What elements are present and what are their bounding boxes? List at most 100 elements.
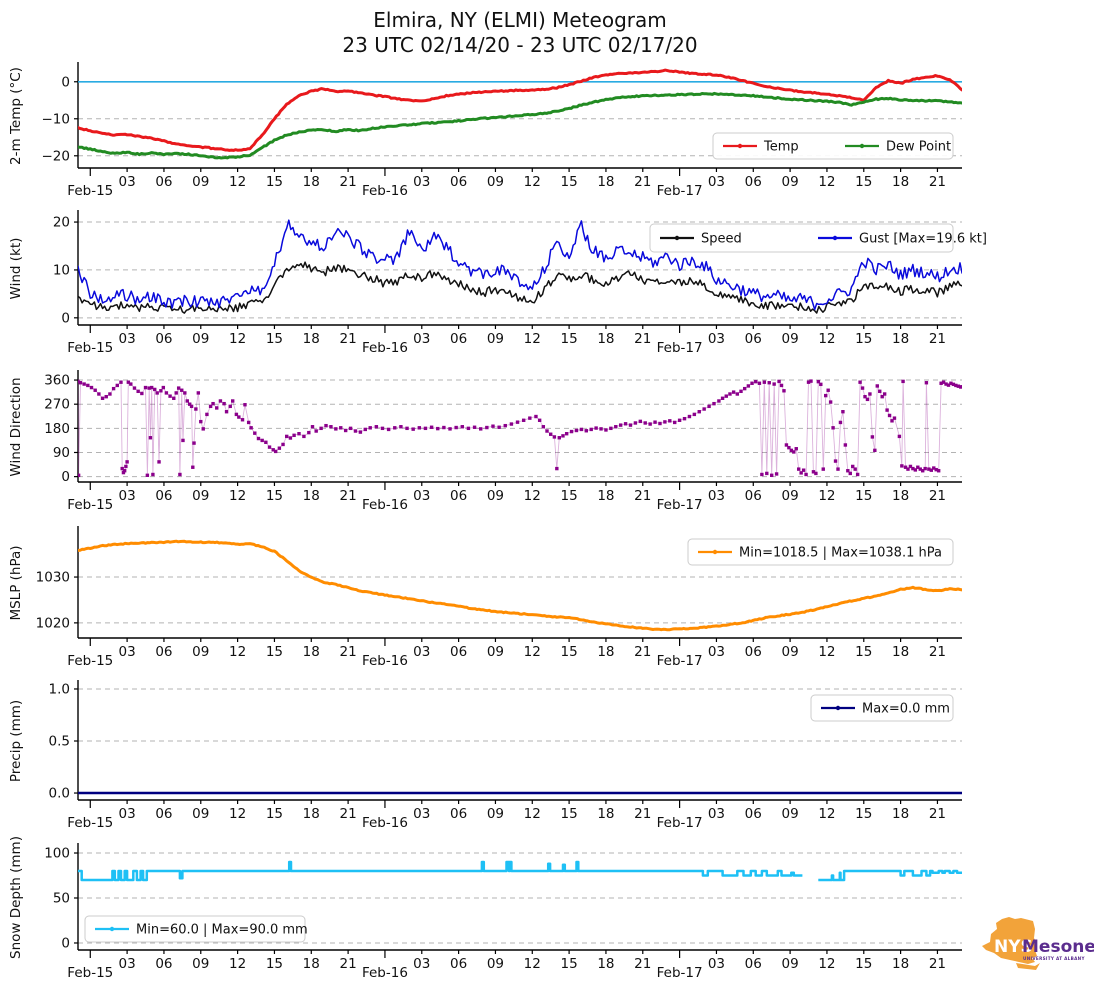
x-tick-label: 12 xyxy=(524,806,541,822)
x-tick-label: 18 xyxy=(303,488,320,504)
x-tick-label: Feb-17 xyxy=(657,653,703,669)
x-tick-label: 15 xyxy=(855,488,872,504)
x-tick-label: 06 xyxy=(155,331,172,347)
y-tick-label: −20 xyxy=(42,148,71,164)
legend-label: Max=0.0 mm xyxy=(862,702,950,717)
x-tick-label: 06 xyxy=(450,644,467,660)
x-tick-label: 12 xyxy=(818,331,835,347)
x-tick-label: 12 xyxy=(818,174,835,190)
panel-mslp: 1020 1030 Feb-15 03 06 09 12 15 18 21 Feb-16 03 06 09… xyxy=(8,526,962,669)
x-tick-label: 21 xyxy=(340,644,357,660)
legend-precip: Max=0.0 mm xyxy=(810,694,954,722)
x-tick-label: Feb-15 xyxy=(67,815,113,831)
x-tick-label: Feb-16 xyxy=(362,183,408,199)
x-tick-label: 15 xyxy=(266,644,283,660)
x-tick-label: 15 xyxy=(266,174,283,190)
y-tick-label: 0 xyxy=(61,310,70,326)
x-tick-label: Feb-17 xyxy=(657,965,703,981)
x-tick-label: 09 xyxy=(192,488,209,504)
x-tick-label: 09 xyxy=(487,806,504,822)
x-tick-label: 12 xyxy=(229,488,246,504)
x-tick-label: Feb-15 xyxy=(67,497,113,513)
x-tick-label: 03 xyxy=(708,331,725,347)
x-tick-label: 03 xyxy=(119,806,136,822)
x-tick-label: 15 xyxy=(561,956,578,972)
x-tick-label: 03 xyxy=(119,331,136,347)
x-tick-label: 09 xyxy=(782,331,799,347)
y-tick-label: 0 xyxy=(61,935,70,951)
series-dew xyxy=(78,91,962,160)
x-tick-label: 06 xyxy=(450,956,467,972)
legend-wind: Speed Gust [Max=19.6 kt] xyxy=(649,223,987,253)
x-tick-label: 21 xyxy=(929,331,946,347)
panel-temp: 0 −10 −20 Feb-15 03 06 09 12 15 18 21 Feb-16 03 06 09 1… xyxy=(8,62,962,199)
x-tick-label: 06 xyxy=(155,174,172,190)
x-tick-label: 21 xyxy=(929,644,946,660)
x-tick-label: 18 xyxy=(303,956,320,972)
x-tick-label: 15 xyxy=(561,331,578,347)
x-tick-label: 03 xyxy=(413,488,430,504)
x-tick-label: 18 xyxy=(303,806,320,822)
y-axis-label: Precip (mm) xyxy=(8,700,24,782)
logo-mesonet-text: Mesonet xyxy=(1022,937,1094,957)
y-tick-label: 0 xyxy=(61,469,70,485)
y-tick-label: 1020 xyxy=(36,615,70,631)
x-tick-label: Feb-17 xyxy=(657,815,703,831)
y-tick-label: 20 xyxy=(53,215,70,231)
x-tick-label: Feb-16 xyxy=(362,340,408,356)
y-tick-label: 180 xyxy=(44,421,70,437)
x-tick-label: 21 xyxy=(634,806,651,822)
x-tick-label: 12 xyxy=(818,488,835,504)
x-tick-label: 09 xyxy=(782,488,799,504)
x-tick-label: Feb-17 xyxy=(657,497,703,513)
x-tick-label: 03 xyxy=(708,806,725,822)
panel-wind: 0 10 20 Feb-15 03 06 09 12 15 18 21 Feb-16 03 06 09 12 1… xyxy=(8,210,987,356)
y-tick-label: 0.0 xyxy=(49,786,70,802)
x-tick-label: 18 xyxy=(303,174,320,190)
x-tick-label: 09 xyxy=(192,956,209,972)
series-speed xyxy=(78,261,962,314)
logo-tagline-text: UNIVERSITY AT ALBANY xyxy=(1023,956,1085,961)
y-tick-label: 1.0 xyxy=(49,681,70,697)
x-tick-label: 18 xyxy=(597,331,614,347)
y-axis-label: MSLP (hPa) xyxy=(8,545,24,620)
x-tick-label: 18 xyxy=(597,174,614,190)
x-tick-label: 15 xyxy=(561,488,578,504)
x-tick-label: Feb-15 xyxy=(67,653,113,669)
x-tick-label: 12 xyxy=(229,806,246,822)
x-tick-label: 21 xyxy=(634,488,651,504)
x-tick-label: 21 xyxy=(929,806,946,822)
x-tick-label: 21 xyxy=(340,488,357,504)
legend-temp: Temp Dew Point xyxy=(712,132,954,160)
x-tick-label: 21 xyxy=(929,956,946,972)
x-tick-label: 09 xyxy=(192,806,209,822)
x-tick-label: 09 xyxy=(487,174,504,190)
x-tick-label: 09 xyxy=(192,644,209,660)
page-title: Elmira, NY (ELMI) Meteogram xyxy=(373,8,667,32)
legend-label: Temp xyxy=(763,140,799,155)
y-axis-label: Snow Depth (mm) xyxy=(8,836,24,959)
x-tick-label: 21 xyxy=(929,174,946,190)
x-tick-label: Feb-17 xyxy=(657,340,703,356)
x-tick-label: 21 xyxy=(340,806,357,822)
x-tick-label: Feb-16 xyxy=(362,497,408,513)
x-tick-label: 09 xyxy=(487,331,504,347)
y-tick-label: 100 xyxy=(44,846,70,862)
x-tick-label: 06 xyxy=(155,956,172,972)
x-tick-label: 18 xyxy=(303,331,320,347)
x-tick-label: 06 xyxy=(450,174,467,190)
y-axis-label: 2-m Temp (°C) xyxy=(8,67,24,165)
x-tick-label: 06 xyxy=(745,806,762,822)
x-tick-label: 18 xyxy=(597,488,614,504)
x-tick-label: 03 xyxy=(119,174,136,190)
x-tick-label: Feb-15 xyxy=(67,340,113,356)
x-tick-label: 18 xyxy=(892,644,909,660)
x-tick-label: 18 xyxy=(892,956,909,972)
y-axis-label: Wind Direction xyxy=(8,377,24,476)
x-tick-label: 03 xyxy=(413,174,430,190)
x-tick-label: 03 xyxy=(708,956,725,972)
x-tick-label: 06 xyxy=(155,644,172,660)
x-tick-label: 09 xyxy=(782,806,799,822)
x-tick-label: 18 xyxy=(892,174,909,190)
